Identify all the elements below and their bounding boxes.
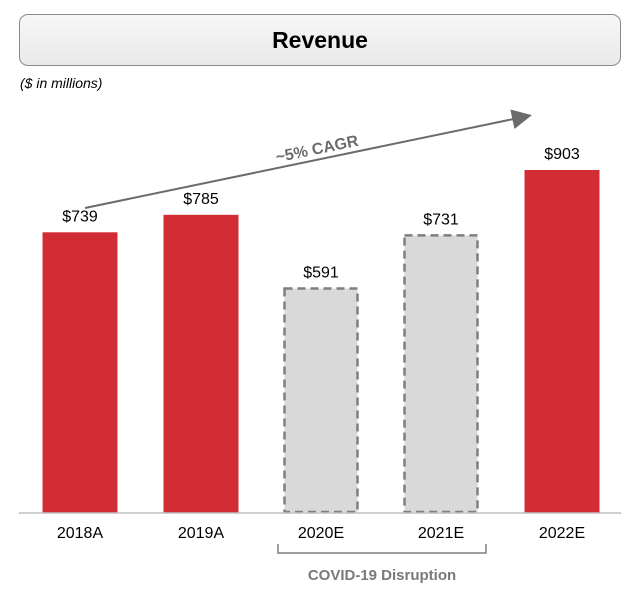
value-label-2022E: $903 [544,146,580,163]
bar-2019A [163,214,239,513]
bar-2020E [283,287,359,514]
chart-title: Revenue [272,26,368,53]
x-tick-label-2022E: 2022E [539,525,585,542]
value-label-2019A: $785 [183,191,219,208]
x-tick-label-2021E: 2021E [418,525,464,542]
covid-bracket [277,544,487,554]
x-tick-label-2019A: 2019A [178,525,225,542]
bar-2022E [524,170,600,513]
bar-2018A [42,232,118,514]
units-label: ($ in millions) [20,75,103,91]
cagr-trend-arrow [84,109,532,209]
chart-title-box: Revenue [19,14,621,66]
x-tick-label-2018A: 2018A [57,525,104,542]
x-tick-label-2020E: 2020E [298,525,344,542]
value-label-2018A: $739 [62,208,98,225]
cagr-label: ~5% CAGR [274,133,360,167]
covid-bracket-label: COVID-19 Disruption [308,567,456,584]
bar-2021E [403,234,479,514]
value-label-2021E: $731 [423,211,459,228]
value-label-2020E: $591 [303,265,339,282]
